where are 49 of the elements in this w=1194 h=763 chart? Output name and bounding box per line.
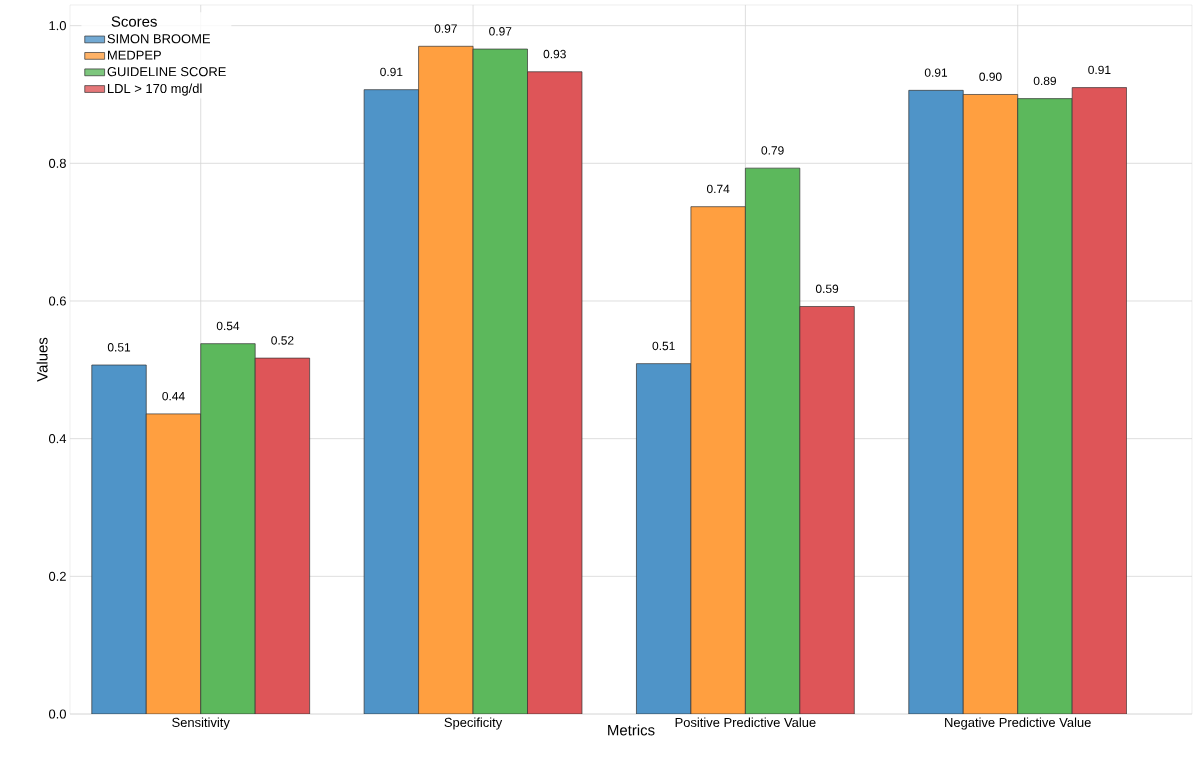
data-label: 0.91 (1088, 65, 1111, 75)
data-label: 0.97 (434, 24, 457, 33)
y-tick-label: 1.0 (49, 21, 66, 31)
legend-label: GUIDELINE SCORE (107, 67, 226, 77)
bar (364, 89, 419, 714)
y-tick-label: 0.6 (48, 296, 66, 306)
y-tick-label: 0.0 (48, 709, 66, 719)
legend-label: LDL > 170 mg/dl (108, 83, 202, 96)
data-label: 0.59 (815, 284, 839, 293)
bar (418, 46, 474, 714)
x-tick-label: Specificity (444, 717, 503, 730)
bar (636, 363, 692, 714)
x-tick-label: Negative Predictive Value (945, 717, 1091, 730)
data-label: 0.51 (107, 343, 131, 352)
bar (91, 364, 147, 714)
bar (745, 167, 801, 714)
y-tick-label: 0.8 (48, 158, 66, 168)
legend-title: Scores (111, 16, 157, 27)
data-label: 0.93 (543, 49, 566, 59)
bar (1071, 87, 1127, 714)
bar (200, 343, 256, 714)
data-label: 0.91 (380, 67, 403, 77)
data-label: 0.44 (162, 391, 185, 401)
x-tick-label: Sensitivity (172, 717, 230, 730)
data-label: 0.74 (706, 184, 730, 194)
x-axis-title: Metrics (608, 724, 655, 736)
x-tick-label: Positive Predictive Value (675, 717, 816, 728)
y-axis-title: Values (36, 337, 48, 382)
data-label: 0.79 (761, 146, 784, 155)
bar (473, 49, 528, 714)
bar (254, 357, 310, 714)
bar (962, 94, 1019, 714)
bar (1017, 98, 1073, 714)
data-label: 0.89 (1033, 76, 1056, 86)
data-label: 0.97 (489, 27, 512, 36)
bar (527, 71, 582, 714)
legend-label: SIMON BROOME (107, 34, 210, 44)
legend-label: MEDPEP (108, 50, 161, 60)
y-tick-label: 0.2 (48, 571, 66, 581)
bar (690, 206, 746, 714)
data-label: 0.91 (924, 68, 948, 77)
data-label: 0.52 (271, 336, 294, 345)
data-label: 0.54 (216, 321, 240, 331)
bar (799, 306, 855, 714)
bar (145, 413, 202, 714)
bar (908, 90, 964, 714)
data-label: 0.51 (652, 341, 675, 351)
data-label: 0.90 (979, 72, 1002, 81)
y-tick-label: 0.4 (48, 434, 67, 444)
